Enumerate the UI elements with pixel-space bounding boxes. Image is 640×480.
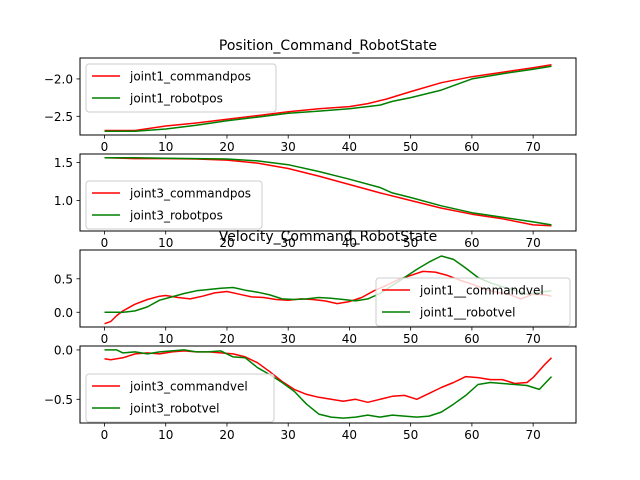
x-tick-label: 10 — [158, 428, 173, 442]
x-tick-label: 30 — [281, 236, 296, 250]
x-tick-label: 0 — [101, 332, 109, 346]
legend-frame — [85, 373, 275, 423]
series-line-joint3_commandvel — [104, 350, 553, 404]
chart-title: Velocity_Command_RobotState — [219, 229, 438, 245]
series-line-joint3_robotpos — [104, 157, 552, 226]
legend-label: joint1__commandvel — [419, 284, 544, 298]
x-tick-label: 20 — [219, 428, 234, 442]
plot-frame — [79, 153, 577, 232]
x-tick-label: 20 — [219, 236, 234, 250]
plot-frame — [79, 57, 577, 136]
subplot-3: 0 10 20 30 40 50 60 70 0.0 0.5 Velocity_Command_Ro… — [54, 229, 577, 346]
series-line-joint1__robotvel — [104, 255, 552, 314]
x-tick-label: 60 — [464, 332, 479, 346]
y-tick-label: 0.0 — [54, 343, 73, 357]
legend: joint3_commandpos joint3_robotpos — [85, 180, 263, 230]
x-tick-label: 70 — [525, 332, 540, 346]
y-tick-label: −2.5 — [44, 110, 73, 124]
y-tick-label: 0.0 — [54, 306, 73, 320]
x-tick-label: 10 — [158, 236, 173, 250]
x-tick-label: 50 — [403, 332, 418, 346]
x-tick-label: 30 — [281, 140, 296, 154]
x-tick-label: 60 — [464, 428, 479, 442]
x-tick-label: 20 — [219, 332, 234, 346]
legend-label: joint1_robotpos — [129, 92, 223, 106]
x-tick-label: 0 — [101, 428, 109, 442]
x-tick-label: 40 — [342, 236, 357, 250]
x-tick-label: 70 — [525, 140, 540, 154]
x-tick-label: 40 — [342, 428, 357, 442]
x-tick-label: 50 — [403, 140, 418, 154]
legend-label: joint1__robotvel — [419, 306, 515, 320]
x-tick-label: 70 — [525, 428, 540, 442]
plot-frame — [79, 345, 577, 424]
x-tick-label: 40 — [342, 140, 357, 154]
x-tick-label: 50 — [403, 428, 418, 442]
legend-frame — [85, 180, 263, 230]
x-tick-label: 60 — [464, 236, 479, 250]
y-tick-label: 1.0 — [54, 194, 73, 208]
x-tick-label: 10 — [158, 140, 173, 154]
legend-label: joint3_robotvel — [129, 402, 219, 416]
plot-frame — [79, 249, 577, 328]
legend: joint3_commandvel joint3_robotvel — [85, 373, 275, 423]
legend-frame — [375, 277, 571, 327]
series-line-joint1_robotpos — [104, 65, 552, 133]
x-tick-label: 70 — [525, 236, 540, 250]
y-tick-label: −0.5 — [44, 393, 73, 407]
x-tick-label: 50 — [403, 236, 418, 250]
legend: joint1__commandvel joint1__robotvel — [375, 277, 571, 327]
subplot-2: 0 10 20 30 40 50 60 701.01.5joint3_commandposjo… — [54, 153, 577, 250]
x-tick-label: 30 — [281, 332, 296, 346]
x-tick-label: 60 — [464, 140, 479, 154]
x-tick-label: 0 — [101, 236, 109, 250]
x-tick-label: 40 — [342, 332, 357, 346]
y-tick-label: −2.0 — [44, 72, 73, 86]
legend-label: joint3_robotpos — [129, 209, 223, 223]
subplot-1: 0 10 20 30 40 50 60 70 −2.5 −2.0 Position_Command_… — [44, 38, 577, 154]
legend-label: joint3_commandvel — [129, 380, 248, 394]
y-tick-label: 1.5 — [54, 156, 73, 170]
y-tick-label: 0.5 — [54, 272, 73, 286]
x-tick-label: 10 — [158, 332, 173, 346]
legend-label: joint1_commandpos — [129, 70, 251, 84]
x-tick-label: 20 — [219, 140, 234, 154]
subplot-4: 0 10 20 30 40 50 60 70−0.50.0joint3_commandvelj… — [44, 343, 577, 442]
x-tick-label: 30 — [281, 428, 296, 442]
chart-title: Position_Command_RobotState — [219, 38, 437, 54]
series-line-joint3_robotvel — [104, 349, 553, 419]
legend-label: joint3_commandpos — [129, 187, 251, 201]
series-line-joint1_commandpos — [104, 63, 552, 132]
x-tick-label: 0 — [101, 140, 109, 154]
legend: joint1_commandpos joint1_robotpos — [85, 63, 277, 113]
legend-frame — [85, 63, 277, 113]
